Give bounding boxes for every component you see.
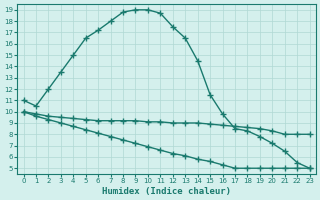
X-axis label: Humidex (Indice chaleur): Humidex (Indice chaleur) (102, 187, 231, 196)
